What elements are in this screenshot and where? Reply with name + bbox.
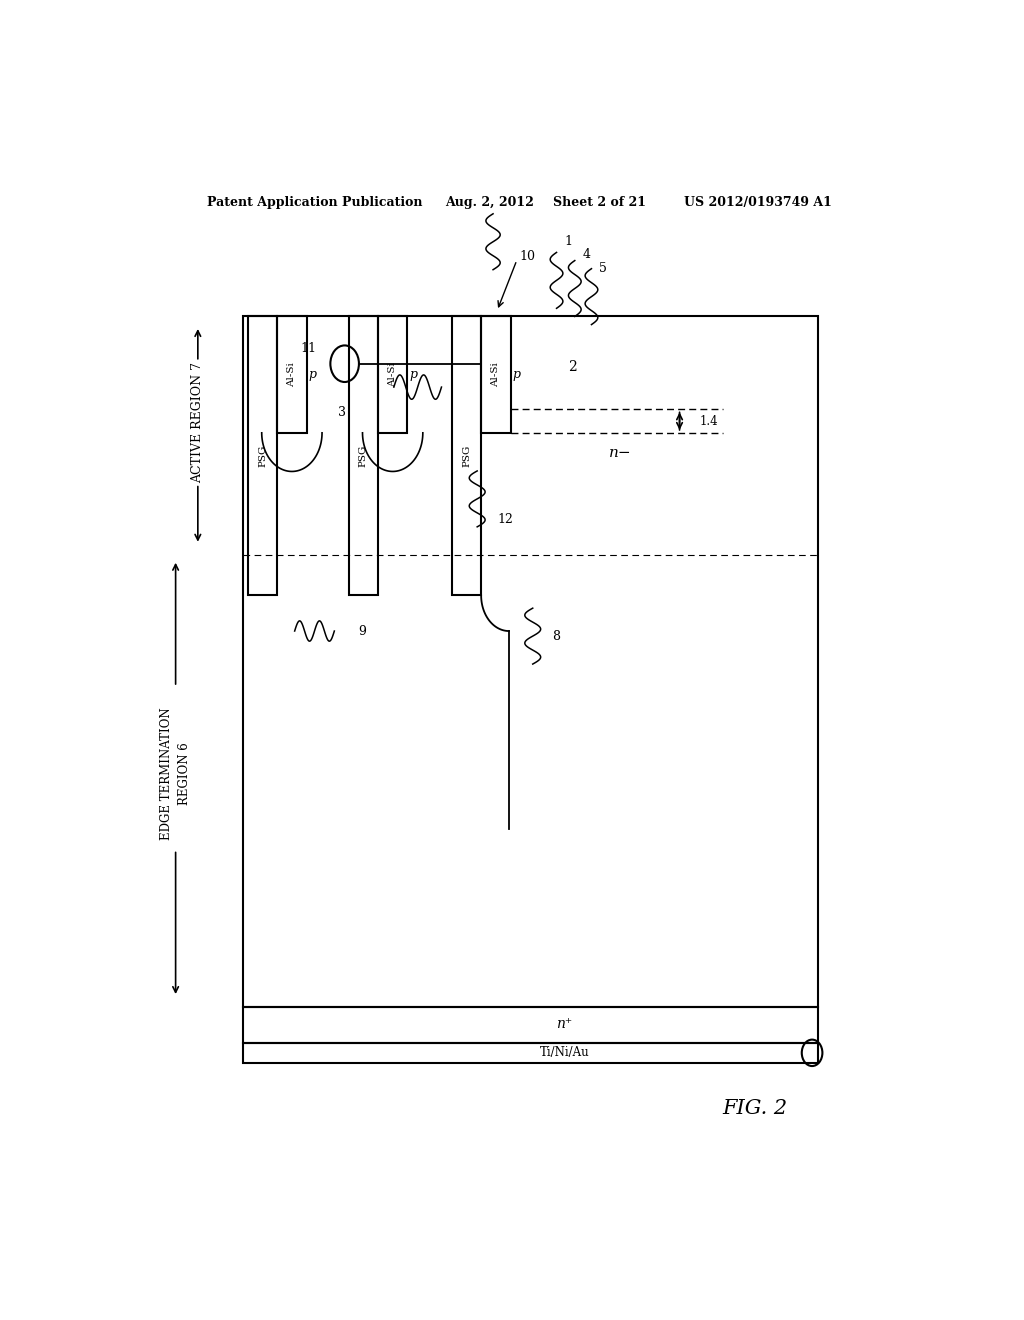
Text: FIG. 2: FIG. 2 <box>722 1100 787 1118</box>
Text: n−: n− <box>608 446 632 461</box>
Text: 2: 2 <box>568 360 577 374</box>
Text: 5: 5 <box>599 261 607 275</box>
Bar <box>243 315 818 1007</box>
Text: Al-Si: Al-Si <box>492 362 501 387</box>
Text: PSG: PSG <box>462 445 471 467</box>
Text: PSG: PSG <box>358 445 368 467</box>
Text: 8: 8 <box>553 630 560 643</box>
Text: Sheet 2 of 21: Sheet 2 of 21 <box>553 195 645 209</box>
Bar <box>248 315 278 595</box>
Text: Patent Application Publication: Patent Application Publication <box>207 195 423 209</box>
Text: 12: 12 <box>497 512 513 525</box>
Text: Aug. 2, 2012: Aug. 2, 2012 <box>445 195 535 209</box>
Text: p: p <box>513 368 521 381</box>
Bar <box>243 1043 818 1063</box>
Bar <box>378 315 408 433</box>
Text: n⁺: n⁺ <box>556 1018 572 1031</box>
Text: Al-Si: Al-Si <box>388 362 397 387</box>
Text: 1.4: 1.4 <box>699 414 718 428</box>
Text: 9: 9 <box>358 624 366 638</box>
Text: p: p <box>410 368 418 381</box>
Text: 4: 4 <box>583 248 591 261</box>
Text: 3: 3 <box>338 407 346 418</box>
Bar <box>348 315 378 595</box>
Text: 1: 1 <box>564 235 572 248</box>
Text: Ti/Ni/Au: Ti/Ni/Au <box>540 1047 589 1060</box>
Text: 10: 10 <box>519 251 536 264</box>
Bar <box>278 315 306 433</box>
Bar <box>243 1007 818 1043</box>
Text: Al-Si: Al-Si <box>288 362 296 387</box>
Bar <box>452 315 481 595</box>
Text: 11: 11 <box>301 342 316 355</box>
Bar <box>481 315 511 433</box>
Text: ACTIVE REGION 7: ACTIVE REGION 7 <box>191 362 205 483</box>
Text: PSG: PSG <box>258 445 267 467</box>
Text: p: p <box>309 368 316 381</box>
Text: US 2012/0193749 A1: US 2012/0193749 A1 <box>684 195 831 209</box>
Text: EDGE TERMINATION
REGION 6: EDGE TERMINATION REGION 6 <box>160 708 191 840</box>
